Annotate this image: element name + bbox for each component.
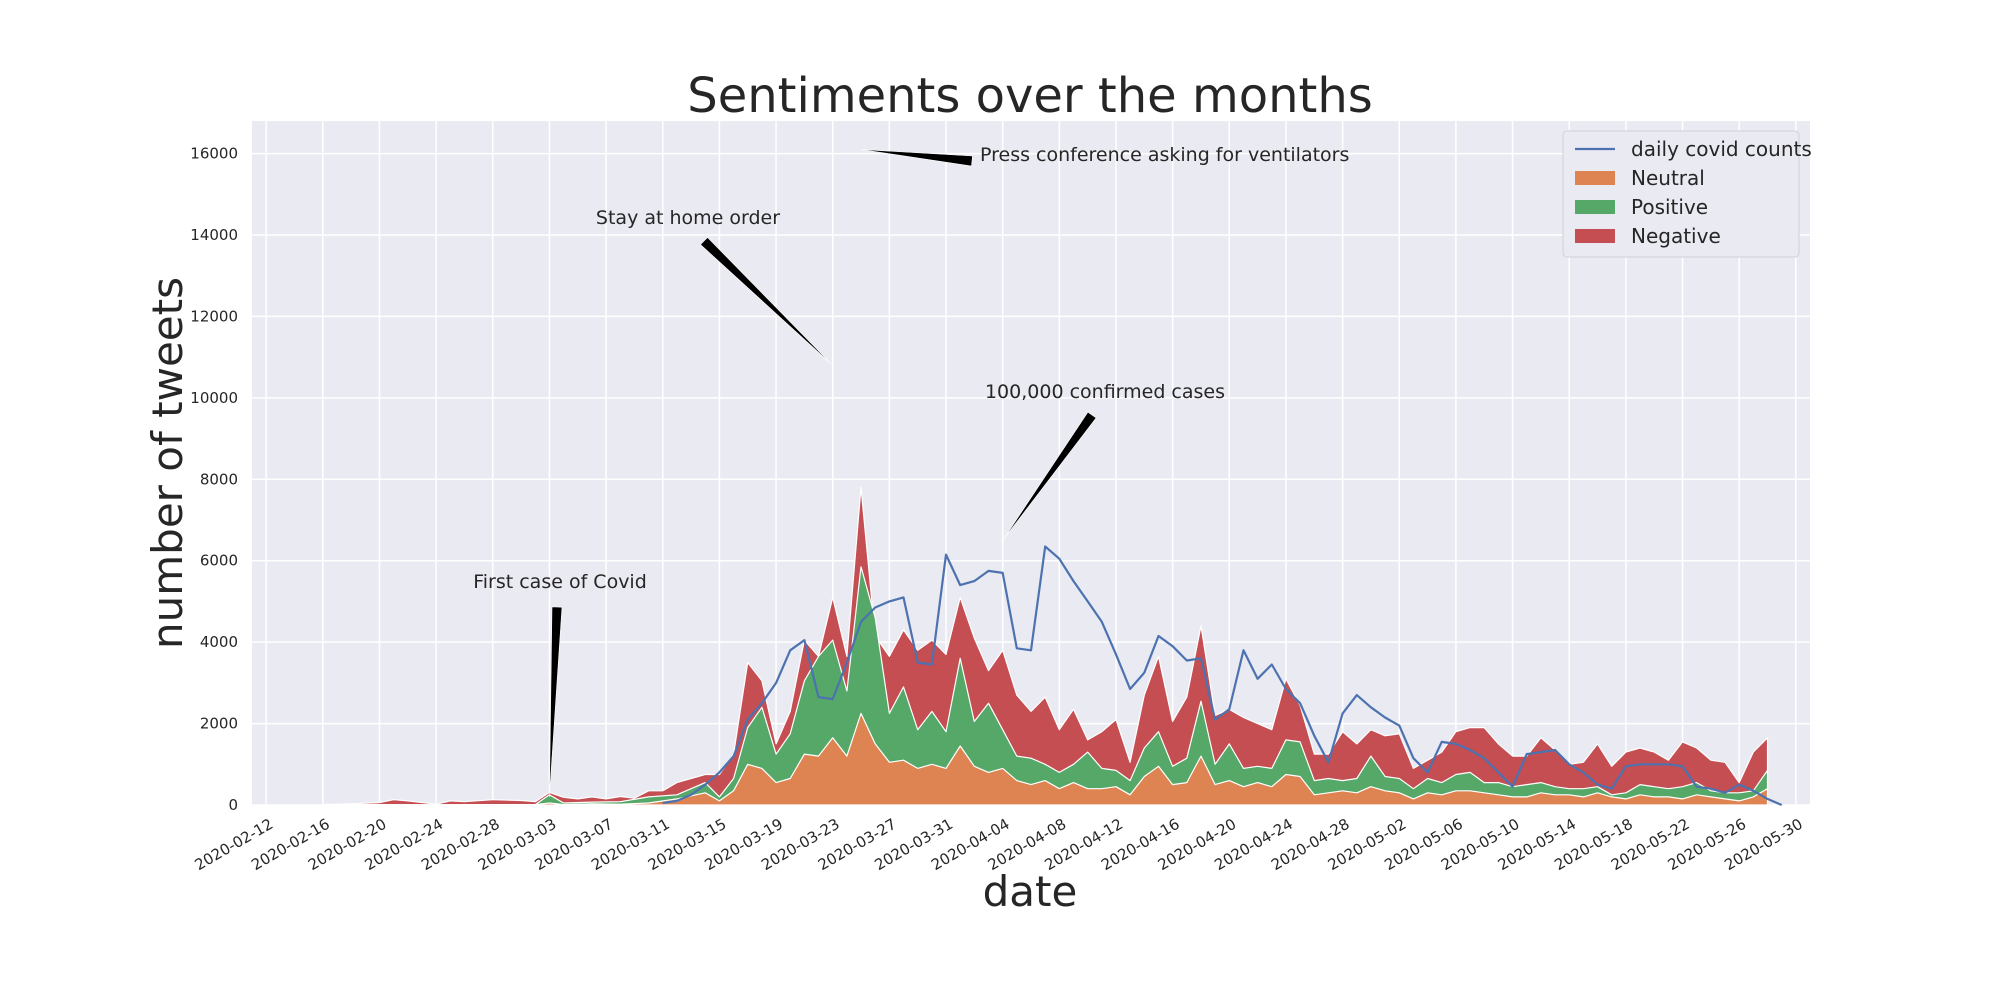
stacked-areas xyxy=(322,486,1769,806)
annotation-text: Press conference asking for ventilators xyxy=(980,144,1349,166)
chart-title: Sentiments over the months xyxy=(687,68,1373,124)
y-tick-label: 12000 xyxy=(190,307,238,325)
covid-count-line xyxy=(662,545,1783,807)
y-tick-label: 10000 xyxy=(190,389,238,407)
y-tick-label: 0 xyxy=(228,796,238,814)
annotation-text: Stay at home order xyxy=(596,207,780,229)
legend-label: Neutral xyxy=(1631,166,1705,190)
legend-patch-swatch xyxy=(1575,229,1615,243)
annotation-arrow xyxy=(860,149,973,167)
annotation-text: First case of Covid xyxy=(473,571,647,593)
annotations: First case of Covid Stay at home order Pre… xyxy=(473,144,1349,797)
area-positive xyxy=(322,566,1769,806)
legend-patch-swatch xyxy=(1575,200,1615,214)
annotation-arrow xyxy=(549,606,563,797)
y-axis-label: number of tweets xyxy=(143,277,192,649)
y-tick-label: 16000 xyxy=(190,145,238,163)
legend-label: daily covid counts xyxy=(1631,137,1812,161)
daily-covid-counts-line xyxy=(662,545,1783,807)
annotation-arrow xyxy=(1002,411,1097,541)
area-neutral xyxy=(322,712,1769,806)
x-axis-ticks: 2020-02-122020-02-162020-02-202020-02-24… xyxy=(192,815,1806,874)
legend-label: Negative xyxy=(1631,224,1721,248)
legend: daily covid counts Neutral Positive Negativ… xyxy=(1562,130,1812,258)
x-axis-label: date xyxy=(983,867,1078,916)
y-tick-label: 2000 xyxy=(200,715,238,733)
legend-box xyxy=(1562,130,1800,258)
legend-label: Positive xyxy=(1631,195,1708,219)
y-tick-label: 4000 xyxy=(200,633,238,651)
annotation-text: 100,000 confirmed cases xyxy=(985,381,1225,403)
y-tick-label: 14000 xyxy=(190,226,238,244)
annotation-arrow xyxy=(700,236,833,366)
y-tick-label: 8000 xyxy=(200,470,238,488)
y-axis-ticks: 0 2000 4000 6000 8000 10000 12000 14000 16000 xyxy=(190,145,238,814)
y-tick-label: 6000 xyxy=(200,552,238,570)
legend-patch-swatch xyxy=(1575,171,1615,185)
